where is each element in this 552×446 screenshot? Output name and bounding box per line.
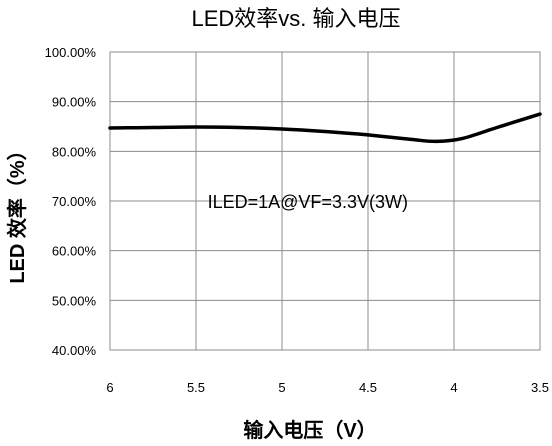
- series-line-0: [108, 112, 542, 144]
- y-tick-label: 50.00%: [52, 293, 97, 308]
- x-tick-label: 3.5: [531, 380, 549, 395]
- x-tick-label: 4.5: [359, 380, 377, 395]
- x-tick-label: 4: [450, 380, 457, 395]
- series-layer: [108, 112, 542, 144]
- y-tick-label: 100.00%: [45, 45, 97, 60]
- annotation-label: ILED=1A@VF=3.3V(3W): [208, 192, 408, 212]
- x-axis-label: 输入电压（V）: [243, 418, 376, 442]
- y-tick-label: 70.00%: [52, 194, 97, 209]
- x-tick-label: 5: [278, 380, 285, 395]
- y-axis-label: LED 效率（%）: [5, 140, 29, 283]
- y-axis-ticks: 40.00% 50.00% 60.00% 70.00% 80.00% 90.00% 100.…: [45, 45, 97, 358]
- y-tick-label: 80.00%: [52, 144, 97, 159]
- chart-title: LED效率vs. 输入电压: [191, 6, 400, 31]
- grid: [109, 51, 541, 351]
- x-tick-label: 6: [106, 380, 113, 395]
- y-tick-label: 40.00%: [52, 343, 97, 358]
- x-axis-ticks: 6 5.5 5 4.5 4 3.5: [106, 380, 549, 395]
- y-tick-label: 90.00%: [52, 95, 97, 110]
- x-tick-label: 5.5: [187, 380, 205, 395]
- y-tick-label: 60.00%: [52, 244, 97, 259]
